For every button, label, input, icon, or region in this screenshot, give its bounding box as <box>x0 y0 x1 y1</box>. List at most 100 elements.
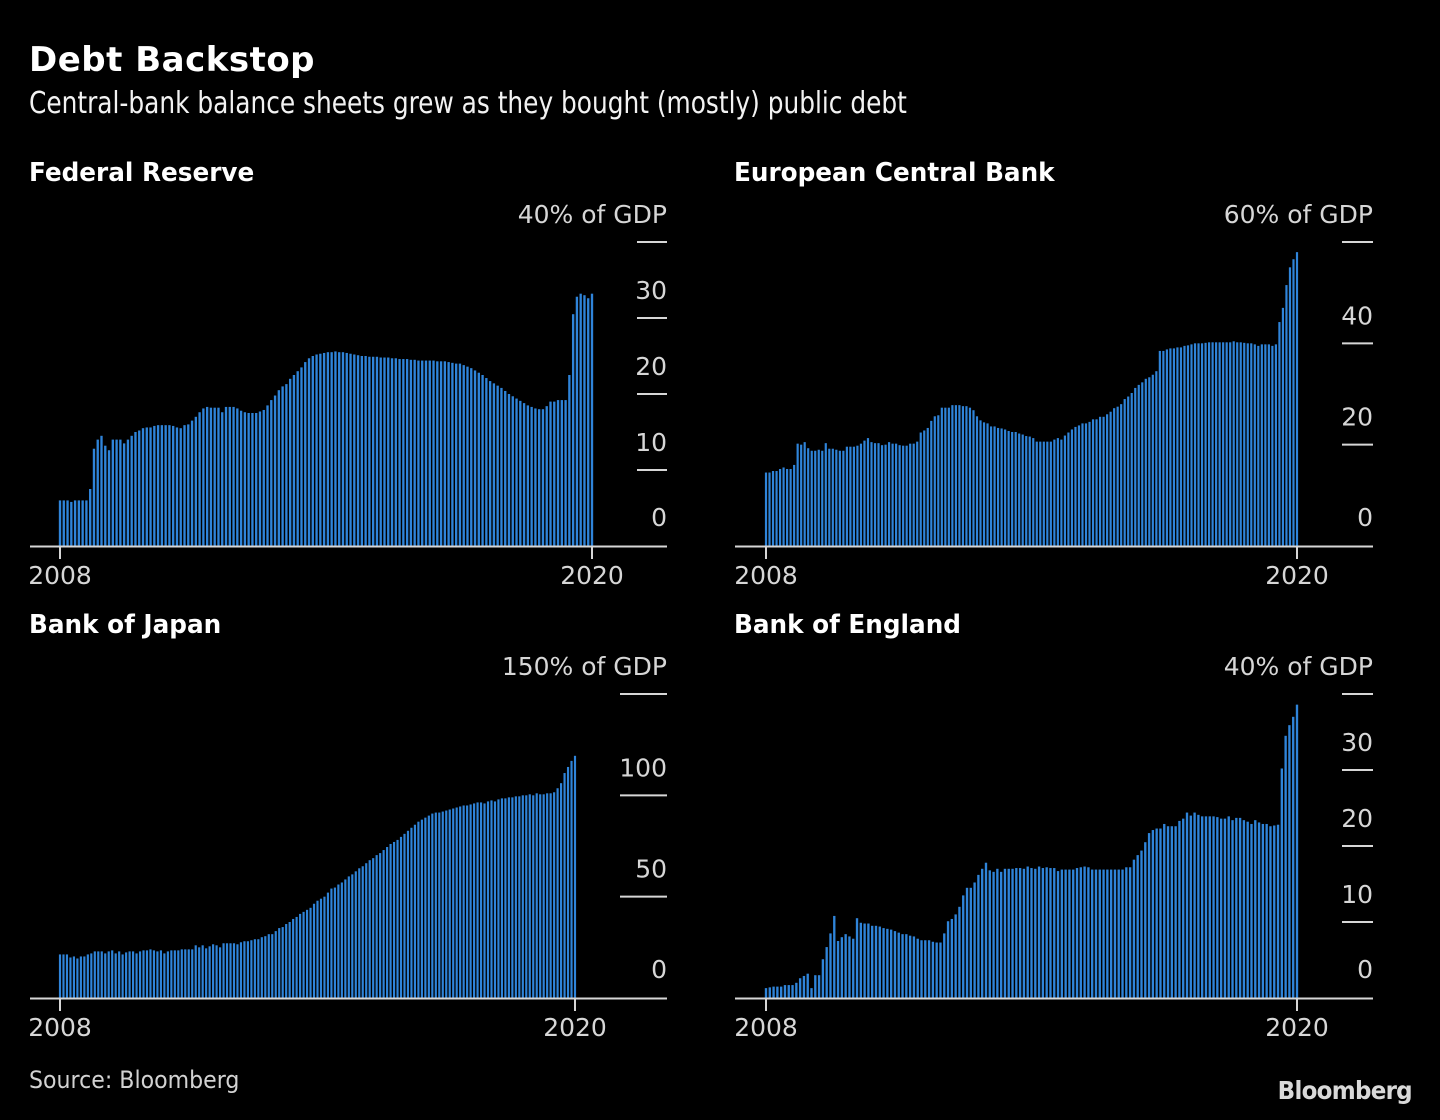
bar <box>835 449 838 546</box>
bar <box>1190 344 1193 546</box>
bar <box>1166 826 1170 998</box>
bar <box>546 793 549 998</box>
bar <box>1049 441 1052 546</box>
bar <box>198 947 201 998</box>
bar <box>191 949 194 998</box>
bar <box>1151 374 1154 546</box>
bar <box>1037 866 1041 998</box>
panel-title: European Central Bank <box>734 158 1055 188</box>
bar <box>257 939 260 998</box>
bar <box>371 356 375 546</box>
bar <box>1003 868 1007 998</box>
bar <box>145 427 148 546</box>
bar <box>334 351 337 546</box>
bar <box>553 401 556 546</box>
bar <box>1026 866 1029 998</box>
bar <box>406 830 410 998</box>
bar <box>1072 869 1075 998</box>
bar <box>1113 869 1117 998</box>
bar <box>232 406 235 546</box>
bar <box>1274 344 1277 546</box>
y-tick-label: 10 <box>1341 880 1373 909</box>
bar <box>863 440 866 546</box>
bar <box>778 468 782 546</box>
bar <box>356 355 360 546</box>
bar <box>789 468 792 546</box>
bar <box>514 796 517 998</box>
bar <box>787 985 790 998</box>
bars <box>58 755 577 998</box>
bar <box>205 406 209 546</box>
bar <box>222 943 225 998</box>
bar <box>764 472 768 546</box>
bar <box>958 405 961 546</box>
bar <box>1201 816 1204 998</box>
bar <box>1045 867 1048 998</box>
bar <box>312 903 316 998</box>
bar <box>867 923 870 998</box>
bar <box>1182 818 1185 998</box>
bar <box>180 949 183 998</box>
bar <box>1060 869 1064 998</box>
bar <box>1134 387 1137 546</box>
bar <box>239 942 243 998</box>
bar <box>497 799 500 998</box>
bar <box>968 407 972 546</box>
bar <box>319 353 322 546</box>
bar <box>466 366 469 546</box>
bar <box>152 950 156 998</box>
bar <box>441 811 444 998</box>
bar <box>961 406 965 546</box>
bar <box>267 934 270 998</box>
bar <box>981 868 984 998</box>
bar <box>1053 439 1056 546</box>
bar <box>526 405 530 546</box>
bar <box>814 975 817 998</box>
bar <box>439 361 443 546</box>
bar <box>1034 868 1037 998</box>
bar <box>337 884 340 998</box>
bar <box>943 933 946 998</box>
bar <box>149 949 152 998</box>
bar <box>466 805 469 998</box>
bar <box>121 954 124 998</box>
bar <box>184 949 187 998</box>
bar <box>912 443 915 546</box>
bar <box>281 386 284 546</box>
bar <box>243 941 246 998</box>
bar <box>89 489 92 546</box>
bar <box>164 425 167 546</box>
bar <box>1022 868 1026 998</box>
bar <box>975 416 979 546</box>
bar <box>836 941 840 998</box>
bar <box>295 916 298 998</box>
bar <box>209 407 213 546</box>
bar <box>768 987 771 998</box>
bar <box>431 813 434 998</box>
bar <box>1011 868 1014 998</box>
bar <box>476 802 479 998</box>
bar <box>1136 855 1139 998</box>
bar <box>134 432 137 546</box>
bar <box>132 951 135 998</box>
bar <box>1041 868 1045 998</box>
bar <box>504 798 507 998</box>
bar <box>931 941 935 998</box>
bar <box>432 360 435 546</box>
bar <box>534 408 537 546</box>
bar <box>521 795 524 998</box>
bar <box>221 412 224 546</box>
bar <box>989 426 993 546</box>
bar <box>104 445 107 546</box>
bar <box>212 944 215 998</box>
bar <box>798 978 802 998</box>
bar <box>218 947 222 998</box>
bar <box>383 357 386 546</box>
bar <box>1185 812 1189 998</box>
x-tick-label: 2008 <box>28 561 92 590</box>
bar <box>375 356 379 546</box>
bar <box>528 794 531 998</box>
bar <box>1257 345 1260 546</box>
bar <box>840 937 844 998</box>
unit-label: 150% of GDP <box>502 652 667 681</box>
